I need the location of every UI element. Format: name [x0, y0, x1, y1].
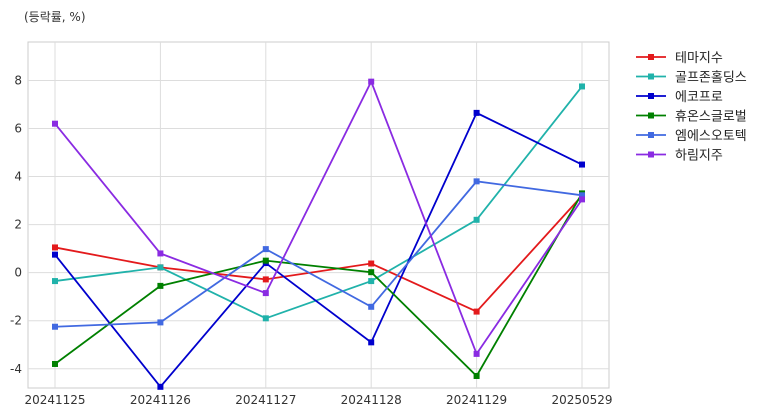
legend-label: 에코프로 [675, 90, 723, 105]
series-line [54, 111, 583, 389]
y-tick-label: -4 [10, 362, 22, 376]
data-point [262, 246, 269, 253]
legend-label: 엠에스오토텍 [675, 129, 747, 144]
legend-item: 휴온스글로벌 [636, 110, 747, 125]
series-line [54, 180, 583, 328]
data-point [262, 257, 269, 264]
data-point [368, 260, 375, 267]
legend-label: 골프존홀딩스 [675, 71, 747, 86]
legend-label: 테마지수 [675, 51, 723, 66]
y-tick-label: 8 [14, 73, 22, 87]
legend-label: 휴온스글로벌 [675, 110, 747, 125]
data-point [473, 178, 480, 185]
data-point [157, 282, 164, 289]
data-point [473, 372, 480, 379]
data-point [368, 269, 375, 276]
data-point [473, 308, 480, 315]
legend-item: 테마지수 [636, 51, 723, 66]
data-point [579, 196, 585, 203]
legend-marker [648, 112, 654, 119]
data-point [579, 192, 585, 199]
data-point [52, 323, 58, 330]
data-point [473, 350, 480, 357]
legend-item: 하림지주 [636, 149, 723, 164]
series-2 [52, 83, 585, 322]
data-point [473, 216, 480, 223]
legend-marker [648, 93, 654, 99]
data-point [579, 83, 585, 90]
data-point [52, 120, 58, 127]
legend-marker [648, 151, 654, 158]
data-point [262, 315, 269, 322]
series-line [54, 85, 583, 320]
data-point [368, 278, 375, 285]
series-5 [52, 178, 585, 330]
data-point [157, 250, 164, 257]
legend-marker [648, 54, 654, 60]
legend-marker [648, 73, 654, 80]
series-line [54, 79, 583, 356]
series-line [54, 192, 583, 378]
data-point [52, 278, 58, 285]
y-tick-label: -2 [10, 314, 22, 328]
legend-item: 에코프로 [636, 90, 723, 105]
legend-item: 엠에스오토텍 [636, 129, 747, 144]
data-point [157, 319, 164, 326]
y-tick-label: 6 [14, 122, 22, 136]
legend-item: 골프존홀딩스 [636, 71, 747, 86]
legend-marker [648, 132, 654, 138]
data-point [473, 109, 480, 116]
series-line [54, 195, 583, 313]
data-point [52, 360, 58, 367]
y-tick-label: 4 [14, 170, 22, 184]
x-tick-label: 20241129 [446, 393, 507, 407]
data-point [579, 161, 585, 168]
data-point [157, 264, 164, 271]
x-tick-label: 20241126 [130, 393, 191, 407]
legend-label: 하림지주 [675, 149, 723, 164]
data-point [368, 78, 375, 85]
data-point [52, 244, 58, 251]
x-tick-label: 20250529 [551, 393, 612, 407]
data-point [368, 303, 375, 310]
x-tick-label: 20241125 [24, 393, 85, 407]
x-tick-label: 20241128 [341, 393, 402, 407]
y-tick-label: 0 [14, 266, 22, 280]
data-point [52, 251, 58, 258]
data-point [157, 383, 164, 390]
data-point [262, 290, 269, 297]
series-6 [52, 78, 585, 357]
x-tick-label: 20241127 [235, 393, 296, 407]
unit-label: (등락률, %) [24, 10, 86, 24]
data-point [262, 276, 269, 283]
y-tick-label: 2 [14, 218, 22, 232]
data-point [368, 339, 375, 346]
plot-area [27, 41, 610, 389]
